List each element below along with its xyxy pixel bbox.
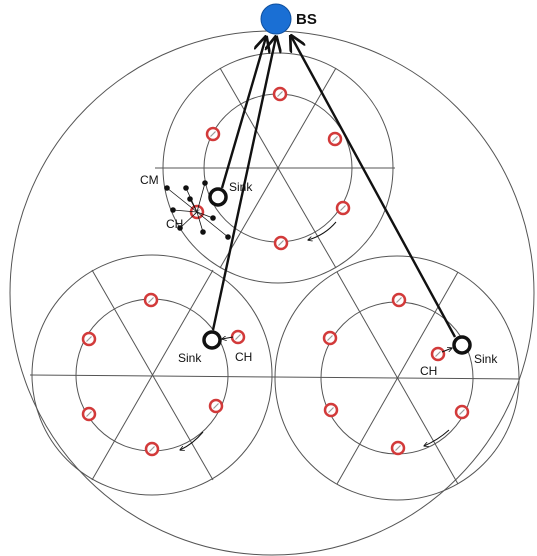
sensor-node-mark <box>235 334 241 340</box>
sensor-node-mark <box>328 407 334 413</box>
sensor-node-mark <box>86 336 92 342</box>
cm-node <box>170 207 176 213</box>
sink-node-right <box>452 335 472 355</box>
sensor-node-mark <box>86 411 92 417</box>
cm-link <box>172 209 198 213</box>
sensor-node-mark <box>396 297 402 303</box>
sink-route-arrow-right <box>424 429 450 446</box>
cm-node <box>164 185 170 191</box>
cm-link <box>196 182 206 213</box>
sensor-node-mark <box>148 297 154 303</box>
sensor-node-mark <box>459 409 465 415</box>
sensor-node-mark <box>277 91 283 97</box>
sink-label-right: Sink <box>474 352 498 366</box>
sensor-node-mark <box>395 445 401 451</box>
cm-node <box>200 229 206 235</box>
link-left-sink-bs <box>211 37 276 331</box>
sink-route-arrow-top <box>308 221 337 240</box>
sensor-node-mark <box>149 446 155 452</box>
base-station <box>260 3 292 35</box>
cm-node <box>210 215 216 221</box>
cluster-left-sector-lines <box>29 269 276 481</box>
ch-label-right: CH <box>420 364 437 378</box>
ch-to-sink-arrow-left <box>222 337 234 339</box>
cluster-top <box>155 52 395 284</box>
sensor-nodes <box>81 86 470 457</box>
sensor-node-mark <box>278 240 284 246</box>
sink-label-left: Sink <box>178 351 202 365</box>
cm-node <box>177 225 183 231</box>
link-top-sink-bs <box>220 37 266 189</box>
base-station-label: BS <box>296 11 317 28</box>
sink-bs-links <box>211 36 457 338</box>
sensor-node-mark <box>327 335 333 341</box>
cm-link <box>166 187 198 213</box>
cm-label: CM <box>140 173 159 187</box>
cluster-right <box>274 255 521 501</box>
sensor-node-mark <box>210 131 216 137</box>
cluster-left <box>29 254 276 496</box>
cm-to-ch-links <box>164 180 231 240</box>
link-right-sink-bs <box>291 36 457 338</box>
cluster-top-sector-lines <box>155 67 395 269</box>
sink-node-top <box>208 187 228 207</box>
cm-node <box>202 180 208 186</box>
cm-link <box>196 211 229 238</box>
ch-label-top: CH <box>166 217 183 231</box>
sink-label-top: Sink <box>229 180 253 194</box>
sensor-node-mark <box>332 136 338 142</box>
cm-node <box>225 234 231 240</box>
cm-node <box>187 196 193 202</box>
ch-to-sink-arrow-right <box>441 348 452 353</box>
sensor-node-mark <box>340 205 346 211</box>
cm-node <box>183 185 189 191</box>
cm-link <box>196 211 204 233</box>
sensor-node-mark <box>213 403 219 409</box>
sink-node-left <box>202 330 222 350</box>
cm-link <box>196 211 214 219</box>
sensor-node-mark <box>435 351 441 357</box>
ch-label-left: CH <box>235 350 252 364</box>
cluster-right-outer-ring <box>274 255 520 501</box>
cm-link <box>179 211 198 229</box>
sink-route-arrow-left <box>180 431 204 450</box>
